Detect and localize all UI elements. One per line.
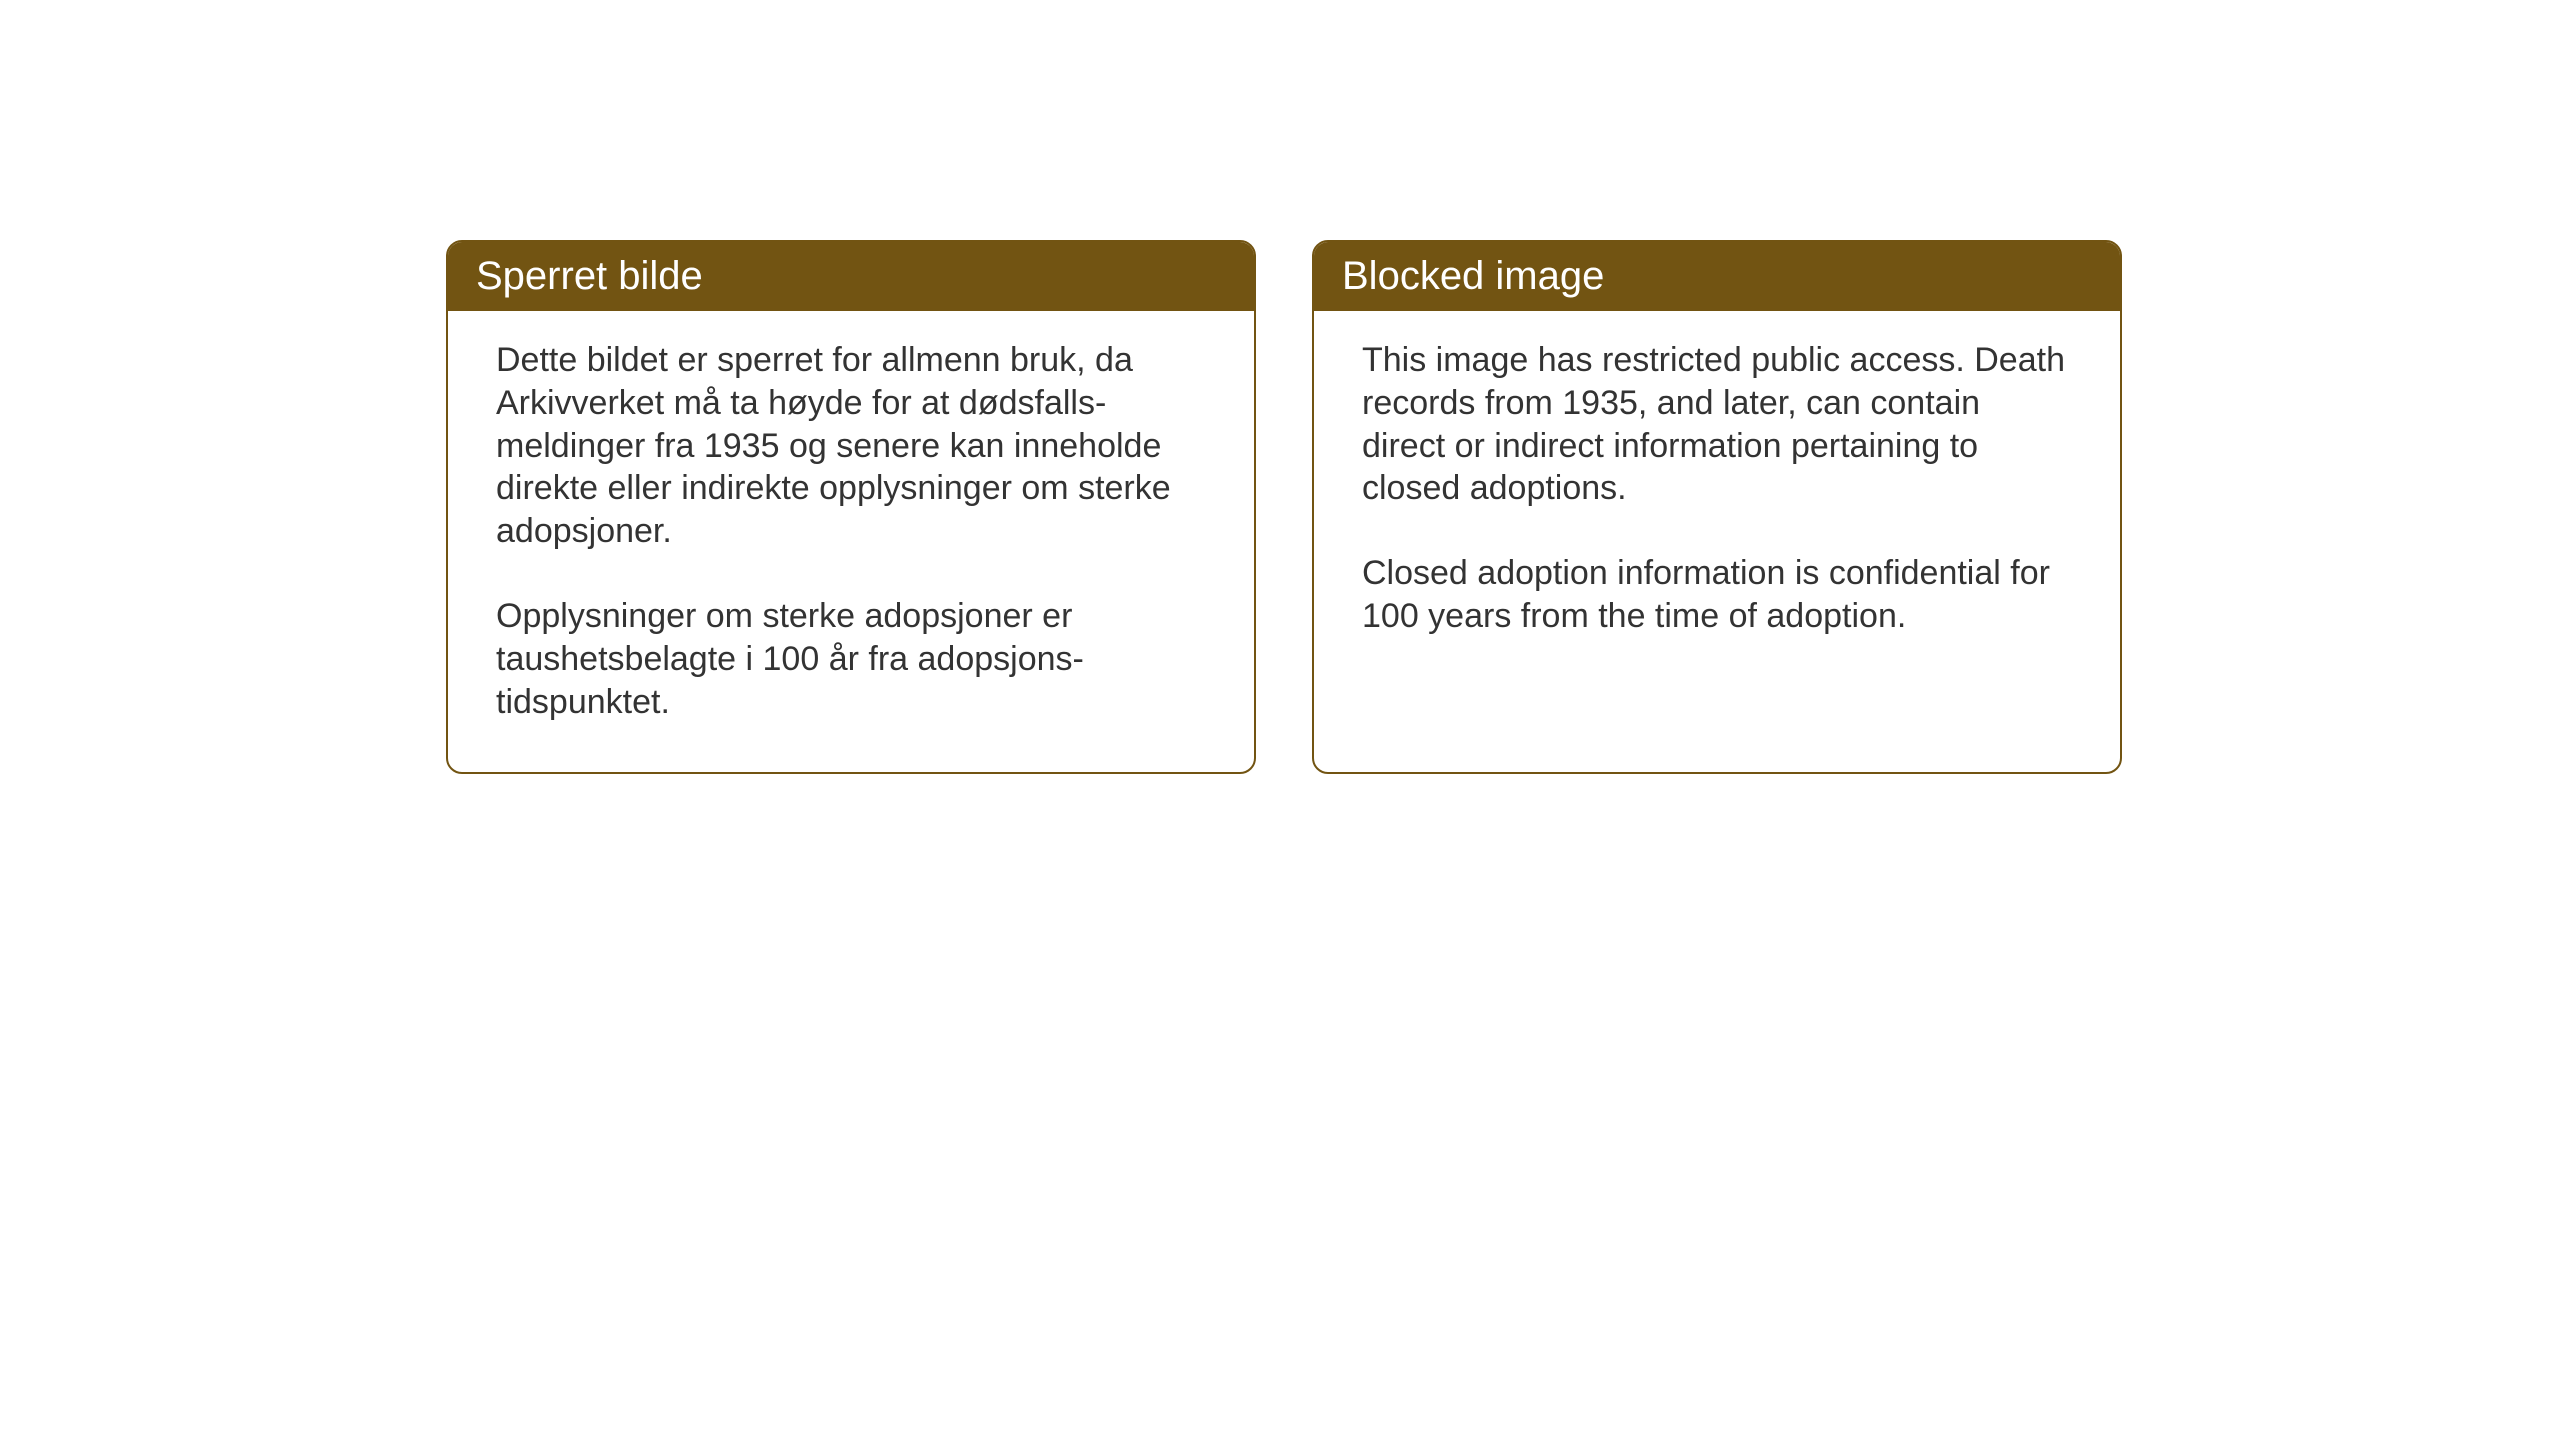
card-paragraph: Closed adoption information is confident… <box>1362 552 2072 638</box>
card-body-norwegian: Dette bildet er sperret for allmenn bruk… <box>448 311 1254 772</box>
card-title: Sperret bilde <box>476 254 703 298</box>
notice-card-norwegian: Sperret bilde Dette bildet er sperret fo… <box>446 240 1256 774</box>
card-title: Blocked image <box>1342 254 1604 298</box>
card-header-norwegian: Sperret bilde <box>448 242 1254 311</box>
card-paragraph: This image has restricted public access.… <box>1362 339 2072 510</box>
notice-container: Sperret bilde Dette bildet er sperret fo… <box>0 0 2560 774</box>
notice-card-english: Blocked image This image has restricted … <box>1312 240 2122 774</box>
card-paragraph: Opplysninger om sterke adopsjoner er tau… <box>496 595 1206 723</box>
card-header-english: Blocked image <box>1314 242 2120 311</box>
card-paragraph: Dette bildet er sperret for allmenn bruk… <box>496 339 1206 553</box>
card-body-english: This image has restricted public access.… <box>1314 311 2120 686</box>
